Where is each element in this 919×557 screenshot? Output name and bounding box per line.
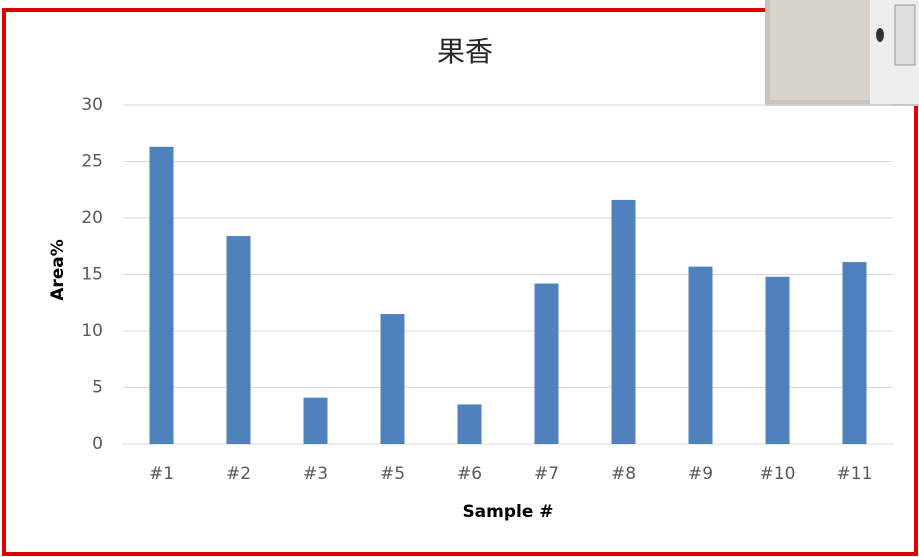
y-tick-label: 5 — [92, 378, 103, 398]
y-tick-label: 15 — [81, 265, 103, 285]
x-tick-label: #8 — [611, 464, 636, 484]
bar — [843, 262, 867, 444]
bar — [766, 277, 790, 444]
y-tick-label: 30 — [81, 95, 103, 115]
x-tick-label: #9 — [688, 464, 713, 484]
bar — [304, 398, 328, 444]
bar — [689, 267, 713, 444]
bar — [150, 147, 174, 444]
x-tick-label: #2 — [226, 464, 251, 484]
y-tick-label: 10 — [81, 321, 103, 341]
bar — [612, 200, 636, 444]
bar — [535, 284, 559, 444]
chart-title: 果香 — [437, 35, 493, 68]
x-tick-label: #7 — [534, 464, 559, 484]
x-tick-label: #6 — [457, 464, 482, 484]
bar — [458, 404, 482, 444]
y-tick-label: 20 — [81, 208, 103, 228]
y-tick-label: 25 — [81, 152, 103, 172]
x-tick-label: #3 — [303, 464, 328, 484]
page: {"chart_data": {"type": "bar", "title": … — [0, 0, 919, 557]
y-axis-label: Area% — [48, 239, 68, 301]
x-axis-label: Sample # — [462, 502, 553, 522]
bar — [381, 314, 405, 444]
bar — [227, 236, 251, 444]
x-tick-label: #5 — [380, 464, 405, 484]
x-tick-label: #10 — [760, 464, 796, 484]
camera-overlay — [765, 0, 919, 106]
y-tick-label: 0 — [92, 434, 103, 454]
x-tick-label: #11 — [837, 464, 873, 484]
chart: 果香 Area% Sample # 0 5 10 15 20 25 30 #1 #2 #3 #5 #6… — [0, 0, 919, 557]
x-tick-label: #1 — [149, 464, 174, 484]
